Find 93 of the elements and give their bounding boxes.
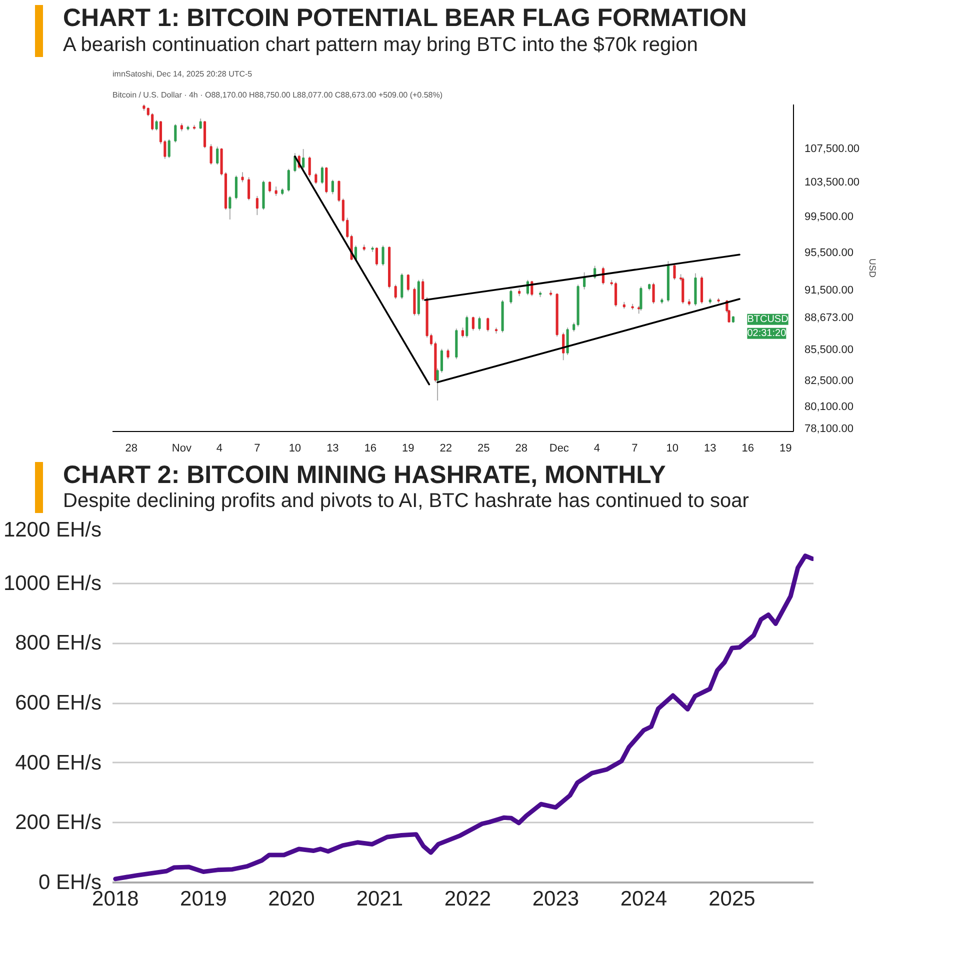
candlestick (287, 168, 290, 192)
annotation: 02:31:20 (747, 327, 787, 338)
candlestick (466, 314, 468, 338)
y-tick-label: 88,673.00 (804, 311, 854, 324)
candlestick (394, 284, 397, 300)
candlestick (216, 146, 219, 165)
x-tick-label: 2025 (708, 888, 756, 910)
candlestick (234, 174, 238, 200)
y-tick-label: 400 EH/s (15, 751, 102, 774)
candlestick (486, 316, 490, 332)
y-tick-label: 95,500.00 (804, 246, 854, 258)
candlestick (174, 123, 177, 143)
candlestick (331, 178, 334, 194)
candlestick (274, 186, 278, 196)
candlestick (400, 272, 404, 300)
candlestick (325, 166, 328, 194)
x-tick-label: 2019 (180, 888, 227, 910)
candlestick (268, 180, 272, 193)
x-tick-label: 2023 (532, 888, 580, 910)
y-tick-label: 91,500.00 (804, 284, 854, 296)
candlestick (168, 138, 170, 158)
y-axis-title: USD (868, 258, 878, 278)
x-tick-label: 28 (515, 442, 528, 454)
candlestick (248, 176, 250, 200)
candlestick (406, 273, 410, 292)
y-tick-label: 103,500.00 (804, 176, 860, 188)
candlestick (566, 326, 569, 355)
x-tick-label: 7 (632, 442, 638, 454)
candlestick (461, 326, 464, 338)
text: Bitcoin / U.S. Dollar · 4h · O88,170.00 H88,750.00 L88,077.00 C88,673.00 +509.00 (+0.58%) (112, 90, 443, 99)
candlestick (151, 112, 154, 130)
candlestick (155, 119, 158, 130)
candlestick (382, 244, 384, 266)
candlestick (446, 348, 450, 360)
text: imnSatoshi, Dec 14, 2025 20:28 UTC-5 (112, 69, 253, 78)
y-tick-label: 80,100.00 (804, 400, 854, 412)
candlestick (673, 262, 676, 280)
candlestick (682, 276, 684, 304)
chart-subtitle: A bearish continuation chart pattern may bring BTC into the $70k region (63, 32, 699, 56)
candlestick (478, 316, 481, 331)
x-tick-label: 16 (364, 442, 377, 454)
x-tick-label: 2020 (268, 888, 315, 910)
candlestick (640, 286, 642, 311)
candlestick (308, 155, 311, 178)
x-tick-label: 19 (402, 442, 414, 454)
chart-subtitle: Despite declining profits and pivots to AI, BTC hashrate has continued to soar (63, 489, 749, 513)
y-tick-label: 107,500.00 (804, 142, 860, 155)
candlestick (652, 282, 655, 304)
y-tick-label: 800 EH/s (15, 632, 102, 655)
x-tick-label: 16 (742, 442, 754, 454)
line-series (113, 554, 814, 882)
candlestick (562, 332, 565, 360)
x-tick-label: 28 (125, 442, 138, 454)
candlestick (320, 165, 324, 184)
candlestick (302, 148, 305, 169)
chart-title: CHART 2: BITCOIN MINING HASHRATE, MONTHLY (63, 460, 667, 489)
candlestick (614, 280, 618, 307)
x-tick-label: 19 (780, 442, 792, 454)
y-tick-label: 78,100.00 (804, 422, 854, 435)
y-tick-label: 82,500.00 (804, 374, 854, 387)
x-tick-label: 10 (666, 442, 679, 454)
x-tick-label: 13 (704, 442, 716, 454)
x-tick-label: 13 (326, 442, 339, 454)
candlestick (510, 288, 512, 304)
candlestick (241, 171, 244, 182)
candlestick (422, 278, 424, 301)
annotation: BTCUSD (747, 313, 788, 324)
candlestick (210, 143, 212, 165)
x-tick-label: 2022 (444, 888, 492, 910)
x-tick-label: 22 (440, 442, 452, 454)
candlestick (199, 118, 202, 129)
x-tick-label: 10 (288, 442, 302, 454)
x-tick-label: Dec (549, 442, 570, 454)
x-tick-label: 7 (254, 442, 260, 454)
candlestick (314, 172, 318, 184)
x-tick-label: 25 (478, 442, 490, 454)
y-tick-label: 99,500.00 (804, 210, 854, 222)
y-tick-label: 85,500.00 (804, 343, 854, 356)
candlestick (375, 246, 378, 266)
y-tick-label: 1000 EH/s (3, 572, 102, 595)
x-tick-label: 4 (216, 442, 223, 454)
x-tick-label: 4 (594, 442, 600, 454)
x-tick-label: 2021 (356, 888, 404, 910)
candlestick (256, 194, 258, 216)
y-tick-label: 600 EH/s (15, 692, 102, 714)
y-tick-label: 1200 EH/s (3, 518, 102, 542)
chart-title: CHART 1: BITCOIN POTENTIAL BEAR FLAG FORMATION (63, 4, 747, 32)
y-tick-label: 200 EH/s (15, 811, 102, 834)
candlestick (472, 316, 474, 331)
x-tick-label: 2024 (620, 888, 668, 910)
x-tick-label: Nov (172, 442, 192, 454)
candlestick (700, 275, 704, 304)
candlestick (228, 194, 232, 220)
